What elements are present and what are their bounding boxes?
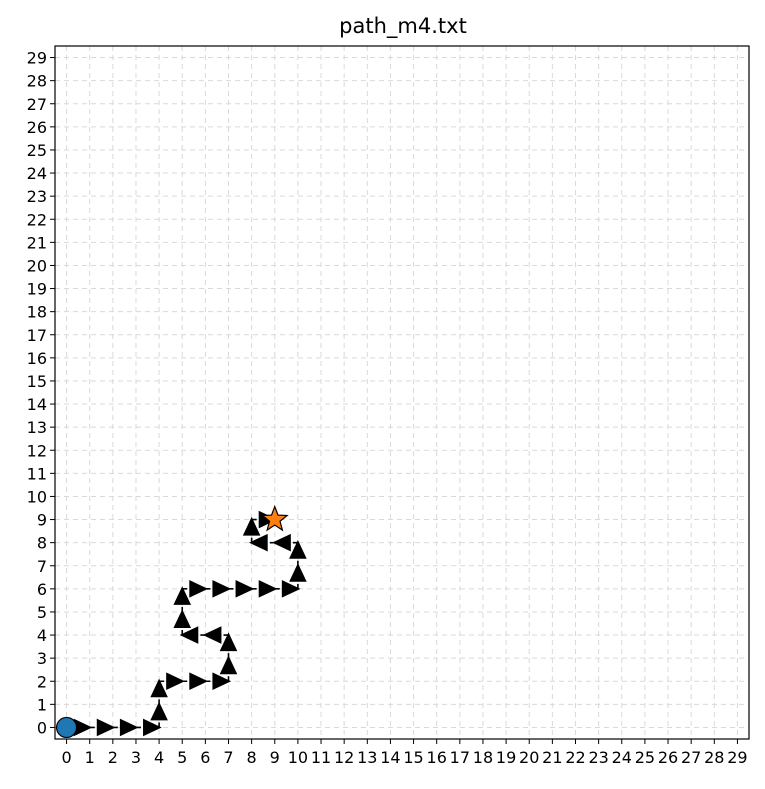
path-arrow-head (166, 672, 185, 691)
x-tick-label: 11 (311, 748, 331, 767)
x-tick-label: 7 (223, 748, 233, 767)
grid (55, 46, 749, 739)
x-tick-label: 0 (61, 748, 71, 767)
x-tick-label: 6 (200, 748, 210, 767)
y-tick-label: 13 (27, 418, 47, 437)
start-marker (55, 716, 78, 739)
y-tick-label: 28 (27, 72, 47, 91)
path-arrow-head (189, 580, 208, 598)
x-tick-label: 22 (565, 748, 585, 767)
x-tick-label: 21 (542, 748, 562, 767)
path-arrow-head (219, 632, 238, 652)
y-tick-label: 0 (37, 718, 47, 737)
x-tick-label: 16 (427, 748, 447, 767)
x-tick-label: 12 (334, 748, 354, 767)
x-tick-label: 23 (588, 748, 608, 767)
y-tick-label: 1 (37, 695, 47, 714)
x-tick-label: 14 (380, 748, 400, 767)
x-tick-label: 13 (357, 748, 377, 767)
y-tick-label: 22 (27, 210, 47, 229)
path-arrow-head (258, 580, 278, 598)
x-tick-label: 20 (519, 748, 539, 767)
path-arrow-head (173, 586, 192, 605)
y-tick-label: 9 (37, 511, 47, 530)
path-arrow-head (289, 540, 307, 559)
y-tick-label: 20 (27, 256, 47, 275)
x-tick-label: 1 (85, 748, 95, 767)
y-tick-label: 15 (27, 372, 47, 391)
path-arrow-head (150, 678, 168, 698)
x-tick-label: 28 (704, 748, 724, 767)
goal-star-marker (260, 504, 289, 532)
x-tick-label: 3 (131, 748, 141, 767)
x-tick-label: 25 (635, 748, 655, 767)
y-tick-label: 3 (37, 649, 47, 668)
x-tick-label: 5 (177, 748, 187, 767)
y-tick-label: 16 (27, 349, 47, 368)
x-tick-label: 2 (108, 748, 118, 767)
x-tick-label: 17 (450, 748, 470, 767)
x-tick-label: 9 (270, 748, 280, 767)
y-tick-label: 5 (37, 603, 47, 622)
y-tick-label: 10 (27, 487, 47, 506)
x-tick-label: 18 (473, 748, 493, 767)
path-arrow-head (96, 718, 116, 737)
path-arrow-head (272, 533, 291, 552)
y-tick-label: 21 (27, 233, 47, 252)
path-arrow-head (281, 580, 301, 598)
y-tick-label: 8 (37, 534, 47, 553)
x-tick-label: 26 (658, 748, 678, 767)
x-tick-label: 4 (154, 748, 164, 767)
x-tick-label: 24 (612, 748, 632, 767)
path-arrow-head (179, 626, 199, 644)
x-tick-label: 19 (496, 748, 516, 767)
x-tick-label: 10 (288, 748, 308, 767)
y-tick-label: 2 (37, 672, 47, 691)
y-tick-label: 14 (27, 395, 47, 414)
y-tick-label: 19 (27, 280, 47, 299)
y-tick-label: 12 (27, 441, 47, 460)
path-arrow-head (189, 672, 208, 691)
path-arrow-head (143, 718, 162, 737)
y-tick-label: 27 (27, 95, 47, 114)
path-arrow-head (289, 563, 307, 582)
y-tick-label: 6 (37, 580, 47, 599)
path-arrow-head (242, 516, 261, 536)
path-arrow-head (173, 609, 192, 628)
y-tick-label: 23 (27, 187, 47, 206)
path-arrow-head (150, 701, 168, 721)
plot-area-frame (54, 45, 750, 740)
y-tick-label: 24 (27, 164, 47, 183)
y-tick-label: 25 (27, 141, 47, 160)
path-arrow-head (212, 580, 232, 598)
y-tick-label: 7 (37, 557, 47, 576)
y-tick-label: 11 (27, 464, 47, 483)
chart-title: path_m4.txt (339, 14, 467, 39)
y-tick-label: 17 (27, 326, 47, 345)
path-trace (66, 510, 307, 737)
path-arrow-head (212, 672, 232, 691)
axis-ticks: 0 1 2 3 4 5 6 7 8 9 10 11 12 13 14 15 16 17 18 19 20 21 22 23 24… (27, 49, 748, 767)
y-tick-label: 18 (27, 303, 47, 322)
path-arrow-head (235, 580, 255, 598)
y-tick-label: 26 (27, 118, 47, 137)
x-tick-label: 15 (403, 748, 423, 767)
y-tick-label: 29 (27, 49, 47, 68)
x-tick-label: 8 (247, 748, 257, 767)
path-markers (55, 504, 289, 739)
path-arrow-head (202, 626, 222, 644)
path-arrow-head (119, 718, 139, 737)
x-tick-label: 27 (681, 748, 701, 767)
path-arrow-head (249, 533, 268, 552)
y-tick-label: 4 (37, 626, 47, 645)
x-tick-label: 29 (727, 748, 747, 767)
path-arrow-head (219, 655, 238, 675)
